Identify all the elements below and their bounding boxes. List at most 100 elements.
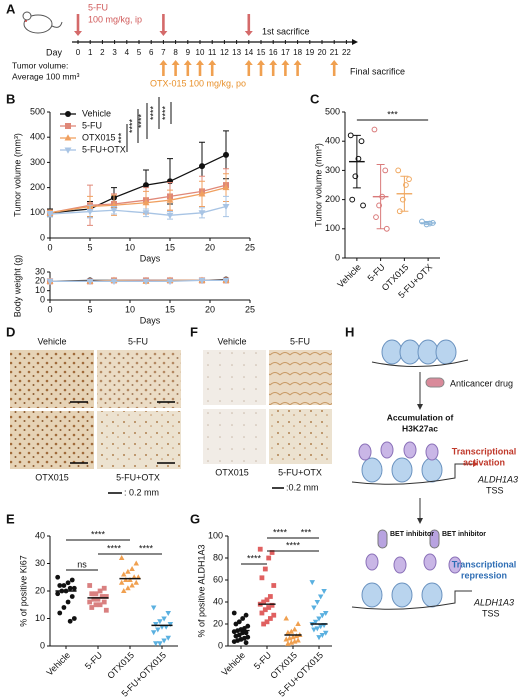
x-tick-label: 5	[87, 242, 92, 252]
marker	[166, 212, 174, 220]
marker	[222, 203, 230, 211]
day-label: 18	[293, 48, 302, 57]
marker	[97, 588, 103, 594]
significance-label: ****	[273, 527, 288, 537]
y-tick-label: 0	[40, 232, 45, 242]
arrow-head	[473, 461, 478, 467]
marker	[101, 599, 107, 605]
x-tick-label: OTX015	[105, 650, 136, 681]
accumulation-label: Accumulation of	[387, 412, 454, 422]
day-label: 17	[281, 48, 290, 57]
otx-label: OTX-015 100 mg/kg, po	[150, 78, 246, 88]
legend-marker	[64, 134, 72, 141]
marker	[264, 619, 270, 625]
marker	[125, 585, 131, 591]
marker	[87, 599, 93, 605]
tss-label: TSS	[482, 608, 500, 618]
fu-label: 5-FU	[88, 2, 108, 12]
ihc-image	[269, 409, 332, 464]
y-tick-label: 100	[208, 530, 223, 540]
y-tick-label: 20	[35, 276, 45, 286]
dose-arrow	[159, 14, 168, 36]
marker	[153, 621, 159, 627]
inhibitor-icon	[377, 529, 388, 549]
panel-label: D	[6, 324, 15, 339]
marker	[259, 575, 265, 581]
marker	[127, 577, 133, 583]
significance-label: ****	[247, 553, 262, 563]
marker	[57, 583, 63, 588]
mouse-icon	[22, 11, 63, 34]
nucleosomes	[361, 582, 443, 608]
day-label: 2	[100, 48, 105, 57]
marker	[286, 635, 293, 641]
marker	[319, 632, 326, 638]
marker	[267, 616, 273, 621]
y-tick-label: 400	[325, 136, 340, 146]
marker	[295, 637, 301, 643]
marker	[198, 277, 206, 285]
day-label: 16	[269, 48, 278, 57]
marker	[71, 616, 77, 621]
marker	[199, 163, 205, 170]
dose-arrow	[269, 60, 278, 76]
y-tick-label: 200	[325, 194, 340, 204]
inhibitor-label: BET inhibitor	[442, 531, 486, 538]
marker	[97, 602, 103, 608]
marker	[110, 207, 118, 215]
marker	[67, 618, 73, 624]
day-label: 1	[88, 48, 93, 57]
marker	[243, 640, 249, 646]
marker	[133, 579, 139, 585]
day-label: 22	[342, 48, 351, 57]
marker	[166, 278, 174, 286]
marker	[406, 176, 412, 183]
legend-label: Vehicle	[82, 108, 111, 118]
panel-label: B	[6, 91, 15, 106]
marker	[142, 278, 150, 286]
x-tick-label: 0	[47, 242, 52, 252]
marker	[262, 566, 268, 572]
final-sacrifice: Final sacrifice	[350, 66, 405, 76]
marker	[395, 167, 402, 174]
panel-label: F	[190, 324, 198, 339]
y-tick-label: 100	[325, 223, 340, 233]
marker	[110, 278, 118, 286]
timeline-arrowhead	[352, 39, 358, 45]
tss-label: TSS	[486, 485, 504, 495]
series-line	[49, 154, 227, 214]
x-tick-label: 10	[125, 304, 135, 314]
brd4	[358, 441, 439, 461]
day-label: 11	[208, 48, 217, 57]
marker	[118, 555, 125, 561]
dose-arrow	[244, 14, 253, 36]
repression-label: repression	[461, 570, 507, 580]
legend-label: 5-FU+OTX	[82, 144, 126, 154]
day-label: 10	[196, 48, 205, 57]
marker	[129, 582, 135, 588]
marker	[65, 580, 71, 586]
panel-label: G	[190, 511, 200, 526]
x-tick-label: Vehicle	[219, 650, 247, 678]
significance-label: ns	[77, 559, 87, 569]
marker	[317, 594, 324, 600]
drug-label: Anticancer drug	[450, 378, 513, 388]
marker	[264, 597, 270, 603]
marker	[69, 577, 75, 583]
x-tick-label: Vehicle	[335, 262, 363, 290]
arrow-head	[417, 404, 423, 410]
marker	[95, 596, 101, 602]
marker	[243, 612, 249, 618]
x-tick-label: 5-FU	[83, 650, 104, 671]
ihc-label: 5-FU	[128, 336, 148, 346]
x-tick-label: 15	[165, 304, 175, 314]
day-label: 9	[186, 48, 191, 57]
day-label: 7	[161, 48, 166, 57]
marker	[311, 605, 317, 611]
dose-arrow	[257, 60, 265, 76]
y-tick-label: 0	[40, 640, 45, 650]
x-tick-label: 5	[87, 304, 92, 314]
marker	[103, 594, 109, 599]
y-axis-label: % of positive Ki67	[18, 555, 28, 627]
